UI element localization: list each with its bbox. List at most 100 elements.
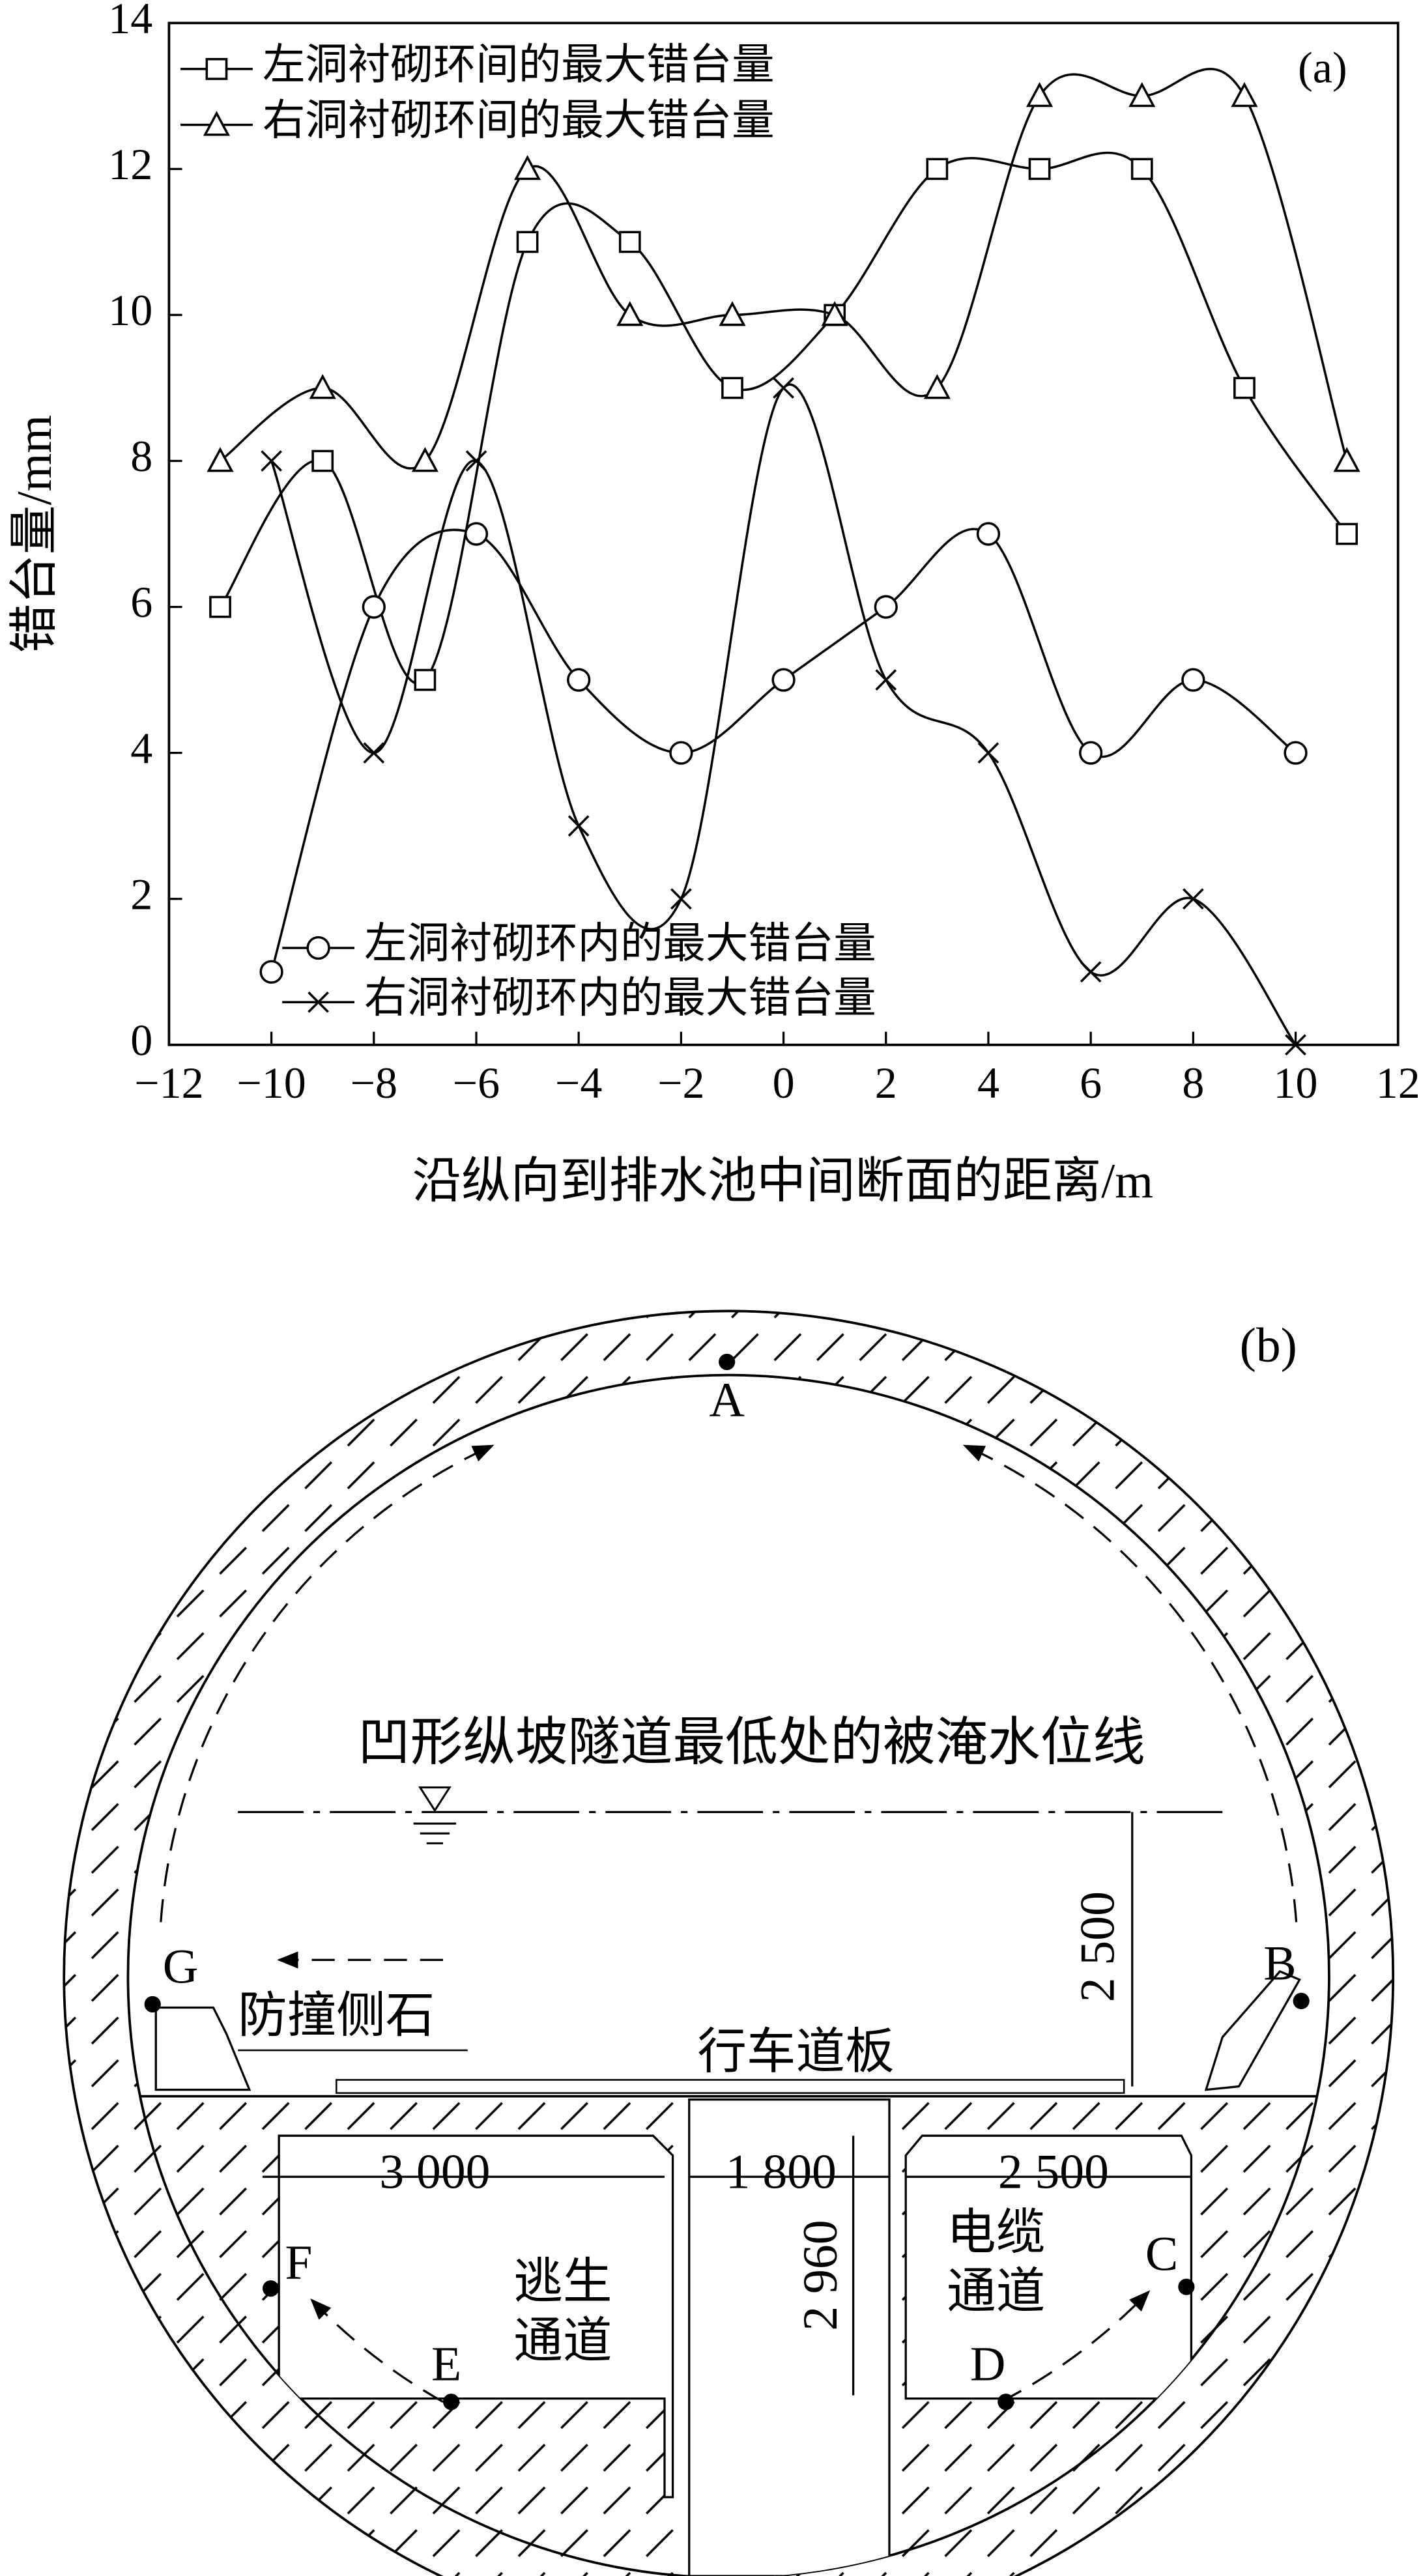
middle-channel [688,2098,891,2576]
legend-marker [308,991,329,1013]
marker [567,815,590,837]
point-label: D [970,2338,1006,2392]
marker [259,960,283,984]
marker [362,595,386,619]
marker [926,158,949,180]
channel-label: 逃生 [513,2255,612,2309]
channel-label: 电缆 [947,2206,1045,2260]
x-tick-label: −6 [453,1058,500,1108]
marker [874,595,898,619]
y-axis-label: 错台量/mm [8,415,62,653]
marker [669,741,693,765]
points [144,1353,1310,2411]
flow-arrow [1000,2290,1151,2403]
flow-arrow [310,2298,444,2403]
x-tick-label: 10 [1274,1058,1318,1108]
x-tick-label: 0 [773,1058,795,1108]
marker [1079,741,1103,765]
series-line [219,151,1348,685]
marker [771,668,796,692]
marker [977,742,999,764]
marker [1333,447,1360,472]
marker [1336,522,1358,545]
point-label: B [1263,1936,1296,1990]
y-tick-label: 8 [130,431,152,481]
x-tick-label: 2 [875,1058,897,1108]
y-tick-label: 12 [108,139,152,189]
x-tick-label: −4 [555,1058,602,1108]
x-tick-label: 8 [1182,1058,1204,1108]
x-tick-label: 6 [1080,1058,1102,1108]
x-tick-label: −2 [657,1058,704,1108]
marker [1182,888,1204,910]
marker [311,450,334,472]
point-label: A [709,1373,745,1427]
marker [773,377,794,399]
channel-label: 通道 [513,2314,612,2368]
marker [1284,741,1308,765]
y-tick-label: 0 [130,1015,152,1065]
marker [1181,668,1205,692]
dim-label: 1 800 [726,2145,837,2199]
point-dot [998,2394,1014,2411]
x-tick-label: 12 [1376,1058,1420,1108]
cable-channel [904,2134,1193,2400]
y-tick-label: 10 [108,285,152,335]
marker [464,522,489,546]
point-dot [144,1996,161,2013]
x-tick-label: −10 [237,1058,306,1108]
escape-channel [278,2134,674,2498]
marker [1130,158,1153,180]
panel-label: (a) [1298,43,1347,93]
point-dot [1178,2278,1195,2295]
y-tick-label: 6 [130,577,152,627]
dim-label: 2 500 [1071,1891,1125,2002]
marker [923,374,951,399]
y-tick-label: 2 [130,869,152,919]
flow-arrow [962,1444,1298,1923]
plot-frame [167,21,1399,1046]
x-tick-label: 4 [977,1058,999,1108]
marker [411,447,438,472]
curb-right [1204,1970,1301,2091]
y-tick-label: 4 [130,723,152,773]
chart-a: (a) 沿纵向到排水池中间断面的距离/m 错台量/mm −12 −10 −8 −6 −4… [8,0,1420,1209]
marker [414,668,437,691]
panel-label: (b) [1240,1319,1297,1373]
marker [209,595,231,618]
legend-label: 左洞衬砌环间的最大错台量 [263,42,775,89]
x-tick-label: −12 [134,1058,203,1108]
marker [618,231,641,253]
series-line [270,528,1297,973]
x-axis-label: 沿纵向到排水池中间断面的距离/m [412,1154,1153,1209]
dim-label: 2 960 [794,2220,848,2330]
marker [875,669,897,691]
point-dot [262,2280,280,2297]
lining-ring [63,1309,1395,2576]
point-dot [719,1353,736,1371]
x-tick-label: −8 [351,1058,397,1108]
marker [465,450,487,472]
marker [1080,961,1102,983]
point-dot [442,2394,460,2411]
marker [670,888,692,910]
marker [1233,377,1256,399]
marker [616,301,644,326]
marker [976,522,1001,546]
marker [363,742,385,764]
legend-marker [205,58,228,80]
marker [516,231,539,253]
flow-arrow [160,1444,495,1923]
marker [1231,81,1258,107]
marker [1026,81,1054,107]
legend-label: 右洞衬砌环间的最大错台量 [263,98,775,145]
point-label: F [285,2235,312,2289]
diagram-b: (b) A B C D E F G 凹形纵坡隧道最低处的被淹水位线 防撞侧石 行… [63,1309,1395,2576]
marker [1028,158,1051,180]
marker [1285,1034,1306,1056]
dim-label: 2 500 [998,2145,1109,2199]
curb-left [154,2006,251,2091]
marker [261,450,282,472]
legend-label: 左洞衬砌环内的最大错台量 [364,921,876,967]
